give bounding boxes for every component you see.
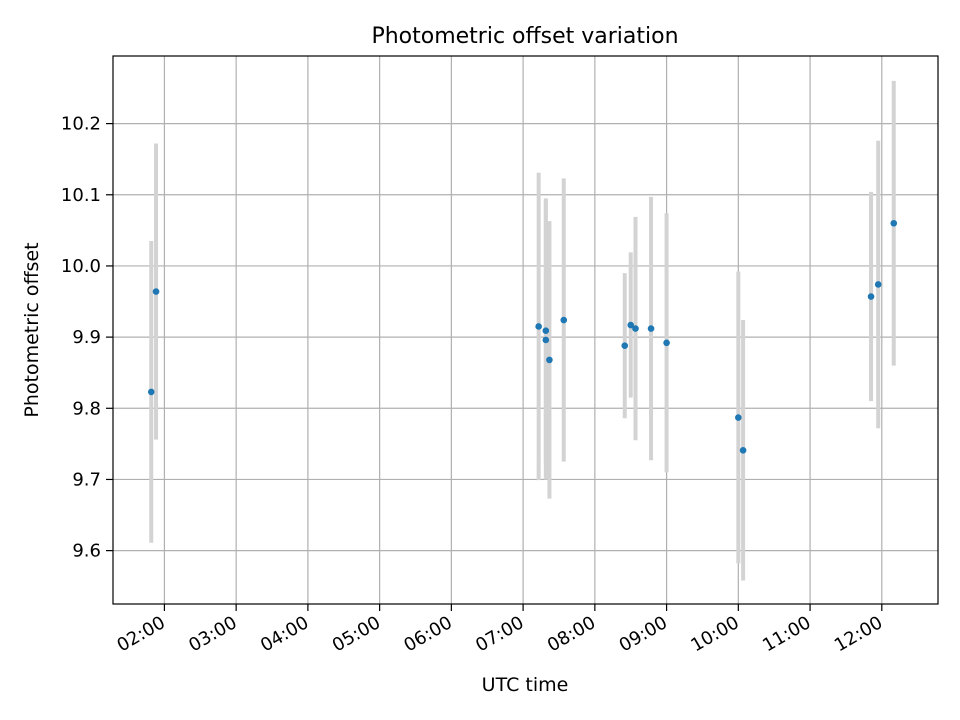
data-point <box>147 388 155 396</box>
data-point <box>739 446 747 454</box>
data-point <box>560 316 568 324</box>
data-point <box>152 288 160 295</box>
y-tick-label: 9.8 <box>72 398 101 419</box>
y-tick-label: 9.6 <box>72 541 101 562</box>
data-point <box>663 339 670 347</box>
grid-lines <box>113 56 938 604</box>
x-axis-label: UTC time <box>482 674 569 696</box>
data-point <box>735 414 742 421</box>
data-point <box>647 325 655 332</box>
data-points <box>147 219 898 454</box>
y-tick-label: 9.9 <box>72 327 101 348</box>
y-axis-label: Photometric offset <box>21 242 43 417</box>
data-point <box>535 323 542 330</box>
data-point <box>621 342 629 349</box>
data-point <box>627 321 635 329</box>
data-point <box>632 325 639 332</box>
data-point <box>542 327 550 335</box>
y-axis: 9.6 9.7 9.8 9.9 10.0 10.1 10.2 <box>61 114 113 562</box>
data-point <box>867 293 875 300</box>
chart-title: Photometric offset variation <box>371 24 678 49</box>
data-point <box>542 336 550 344</box>
y-tick-label: 9.7 <box>72 469 101 490</box>
y-tick-label: 10.2 <box>61 114 101 135</box>
y-tick-label: 10.0 <box>61 256 101 277</box>
data-point <box>546 356 553 364</box>
data-point <box>890 219 898 227</box>
plot-frame <box>112 55 939 605</box>
y-tick-label: 10.1 <box>61 185 101 206</box>
data-point <box>874 281 882 288</box>
